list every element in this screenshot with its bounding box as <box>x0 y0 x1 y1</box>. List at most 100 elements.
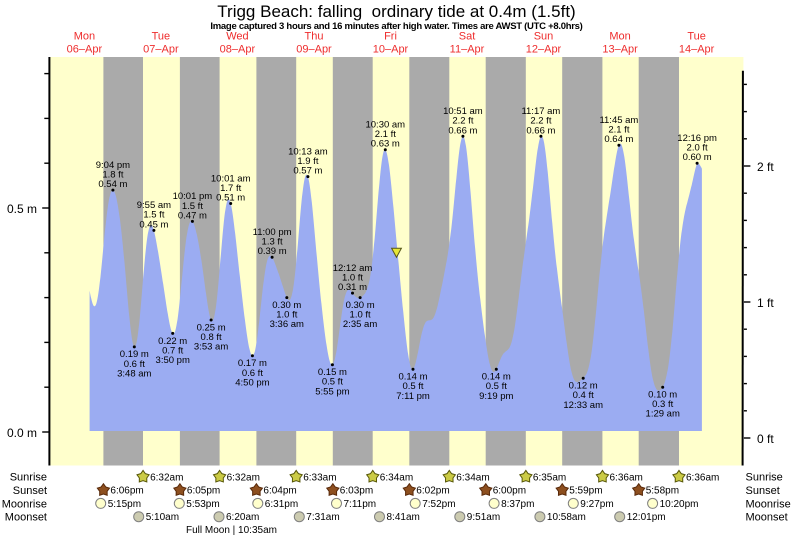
svg-text:1.5 ft: 1.5 ft <box>182 201 203 212</box>
svg-text:Moonrise: Moonrise <box>746 498 791 510</box>
svg-text:12:16 pm: 12:16 pm <box>677 133 717 144</box>
svg-text:11:45 am: 11:45 am <box>599 115 638 126</box>
svg-text:6:34am: 6:34am <box>456 472 489 483</box>
svg-text:0.64 m: 0.64 m <box>604 134 633 145</box>
svg-text:12:33 am: 12:33 am <box>563 400 603 411</box>
svg-text:5:10am: 5:10am <box>146 512 179 523</box>
svg-text:0.15 m: 0.15 m <box>318 367 347 378</box>
svg-text:6:33am: 6:33am <box>303 472 336 483</box>
svg-text:Sunrise: Sunrise <box>10 472 47 484</box>
svg-text:10:20pm: 10:20pm <box>660 499 699 510</box>
svg-text:0.39 m: 0.39 m <box>258 246 287 257</box>
svg-text:0.22 m: 0.22 m <box>158 336 187 347</box>
svg-text:1:29 am: 1:29 am <box>646 409 680 420</box>
svg-text:0.25 m: 0.25 m <box>197 322 226 333</box>
svg-text:0.6 ft: 0.6 ft <box>124 359 145 370</box>
svg-text:11–Apr: 11–Apr <box>450 43 485 55</box>
svg-text:6:36am: 6:36am <box>610 472 643 483</box>
svg-text:Sunset: Sunset <box>746 485 780 497</box>
svg-text:2.2 ft: 2.2 ft <box>452 116 473 127</box>
svg-text:9:27pm: 9:27pm <box>580 499 613 510</box>
svg-text:Moonset: Moonset <box>5 512 47 524</box>
svg-text:0.45 m: 0.45 m <box>139 219 168 230</box>
svg-text:2.0 ft: 2.0 ft <box>687 143 708 154</box>
svg-text:1.0 ft: 1.0 ft <box>342 273 363 284</box>
svg-text:06–Apr: 06–Apr <box>67 43 103 55</box>
svg-text:9:19 pm: 9:19 pm <box>479 391 513 402</box>
svg-text:Mon: Mon <box>609 31 630 43</box>
svg-text:6:02pm: 6:02pm <box>416 486 449 497</box>
svg-text:09–Apr: 09–Apr <box>296 43 332 55</box>
svg-text:0.8 ft: 0.8 ft <box>201 332 222 343</box>
svg-text:0.5 m: 0.5 m <box>7 202 37 216</box>
svg-text:Mon: Mon <box>74 31 95 43</box>
svg-text:3:36 am: 3:36 am <box>270 319 304 330</box>
svg-text:6:34am: 6:34am <box>380 472 413 483</box>
svg-text:0.14 m: 0.14 m <box>398 372 427 383</box>
svg-text:0.17 m: 0.17 m <box>238 358 267 369</box>
svg-text:Tue: Tue <box>687 31 706 43</box>
svg-text:0.66 m: 0.66 m <box>448 125 477 136</box>
svg-text:Moonset: Moonset <box>746 512 788 524</box>
svg-text:0.5 ft: 0.5 ft <box>486 381 507 392</box>
svg-text:0.5 ft: 0.5 ft <box>322 377 343 388</box>
svg-text:7:52pm: 7:52pm <box>422 499 455 510</box>
svg-text:Sunset: Sunset <box>13 485 47 497</box>
svg-text:14–Apr: 14–Apr <box>679 43 715 55</box>
svg-text:8:41am: 8:41am <box>387 512 420 523</box>
svg-text:10:58am: 10:58am <box>547 512 586 523</box>
svg-text:12:01pm: 12:01pm <box>627 512 666 523</box>
svg-text:6:31pm: 6:31pm <box>265 499 298 510</box>
svg-text:7:11pm: 7:11pm <box>344 499 377 510</box>
svg-text:6:36am: 6:36am <box>686 472 719 483</box>
svg-text:0.3 ft: 0.3 ft <box>652 399 673 410</box>
svg-text:Thu: Thu <box>305 31 324 43</box>
svg-text:6:32am: 6:32am <box>227 472 260 483</box>
svg-text:07–Apr: 07–Apr <box>143 43 179 55</box>
svg-text:2.1 ft: 2.1 ft <box>608 125 629 136</box>
svg-text:0.7 ft: 0.7 ft <box>162 345 183 356</box>
svg-text:Fri: Fri <box>384 31 397 43</box>
svg-text:9:51am: 9:51am <box>467 512 500 523</box>
svg-text:6:03pm: 6:03pm <box>340 486 373 497</box>
svg-text:1.5 ft: 1.5 ft <box>143 210 164 221</box>
svg-text:6:00pm: 6:00pm <box>493 486 526 497</box>
svg-text:0.54 m: 0.54 m <box>98 179 127 190</box>
svg-text:6:04pm: 6:04pm <box>263 486 296 497</box>
svg-text:0.60 m: 0.60 m <box>683 152 712 163</box>
svg-text:0.47 m: 0.47 m <box>178 210 207 221</box>
svg-text:6:06pm: 6:06pm <box>110 486 143 497</box>
svg-text:0 ft: 0 ft <box>757 432 774 446</box>
svg-text:0.63 m: 0.63 m <box>371 139 400 150</box>
svg-text:0.14 m: 0.14 m <box>482 372 511 383</box>
svg-text:2.2 ft: 2.2 ft <box>530 116 551 127</box>
svg-text:5:15pm: 5:15pm <box>108 499 141 510</box>
svg-text:1.0 ft: 1.0 ft <box>276 310 297 321</box>
svg-text:2 ft: 2 ft <box>757 160 774 174</box>
svg-text:Moonrise: Moonrise <box>2 498 47 510</box>
svg-text:9:55 am: 9:55 am <box>137 200 171 211</box>
svg-text:10:51 am: 10:51 am <box>443 106 483 117</box>
svg-text:0.12 m: 0.12 m <box>569 381 598 392</box>
svg-text:9:04 pm: 9:04 pm <box>96 160 130 171</box>
svg-text:0.30 m: 0.30 m <box>272 300 301 311</box>
svg-text:1.7 ft: 1.7 ft <box>220 183 241 194</box>
svg-text:0.31 m: 0.31 m <box>338 282 367 293</box>
svg-text:7:11 pm: 7:11 pm <box>396 391 430 402</box>
svg-text:Sat: Sat <box>459 31 476 43</box>
svg-text:12:12 am: 12:12 am <box>333 263 373 274</box>
svg-text:2.1 ft: 2.1 ft <box>375 129 396 140</box>
svg-text:12–Apr: 12–Apr <box>526 43 562 55</box>
svg-text:5:59pm: 5:59pm <box>569 486 602 497</box>
svg-text:7:31am: 7:31am <box>306 512 339 523</box>
svg-text:10:01 pm: 10:01 pm <box>173 191 213 202</box>
svg-text:11:00 pm: 11:00 pm <box>253 227 292 238</box>
svg-text:Wed: Wed <box>226 31 248 43</box>
svg-text:Sun: Sun <box>534 31 554 43</box>
svg-text:08–Apr: 08–Apr <box>220 43 256 55</box>
svg-text:13–Apr: 13–Apr <box>602 43 638 55</box>
svg-text:3:53 am: 3:53 am <box>194 342 228 353</box>
svg-text:11:17 am: 11:17 am <box>521 106 560 117</box>
svg-text:0.5 ft: 0.5 ft <box>402 381 423 392</box>
svg-text:6:32am: 6:32am <box>150 472 183 483</box>
